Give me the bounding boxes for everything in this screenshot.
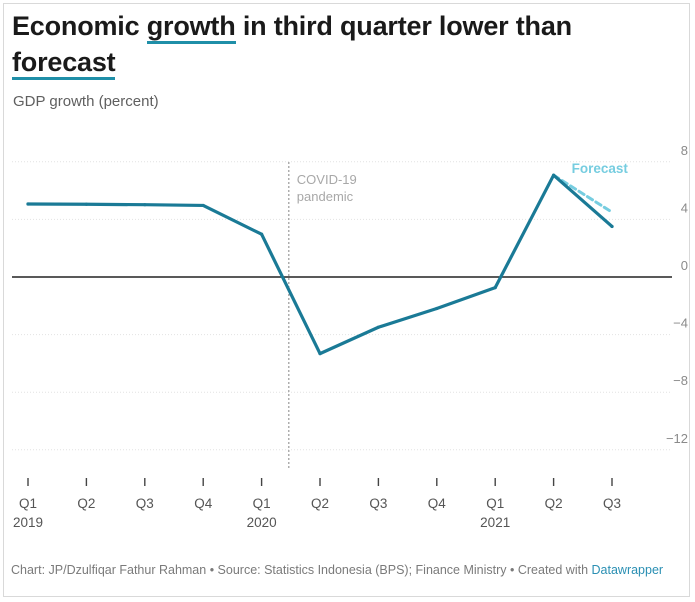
x-tick-label: Q2 bbox=[77, 496, 95, 511]
x-tick-label: Q1 bbox=[19, 496, 37, 511]
data-point bbox=[26, 202, 30, 206]
x-tick-label: Q1 bbox=[253, 496, 271, 511]
x-year-label: 2019 bbox=[13, 515, 43, 530]
x-tick-label: Q3 bbox=[603, 496, 621, 511]
y-tick-label: −12 bbox=[666, 431, 688, 446]
title-highlight-forecast: forecast bbox=[12, 47, 116, 80]
data-point bbox=[493, 286, 497, 290]
data-point bbox=[435, 306, 439, 311]
forecast-label: Forecast bbox=[572, 161, 629, 176]
footer-credit: Chart: JP/Dzulfiqar Fathur Rahman • Sour… bbox=[11, 563, 592, 577]
forecast-line bbox=[552, 173, 614, 214]
title-part-2: in third quarter lower than bbox=[235, 11, 572, 41]
y-tick-label: 0 bbox=[681, 258, 688, 273]
x-year-label: 2021 bbox=[480, 515, 510, 530]
title-highlight-growth: growth bbox=[146, 11, 236, 44]
x-tick-label: Q2 bbox=[311, 496, 329, 511]
data-point bbox=[201, 203, 205, 208]
data-point bbox=[318, 352, 322, 356]
data-point bbox=[260, 232, 264, 236]
data-point bbox=[143, 203, 147, 207]
covid-annotation-label: pandemic bbox=[297, 189, 354, 204]
chart-title: Economic growth in third quarter lower t… bbox=[12, 8, 652, 80]
chart-footer: Chart: JP/Dzulfiqar Fathur Rahman • Sour… bbox=[11, 562, 686, 579]
data-point bbox=[84, 202, 88, 206]
x-tick-label: Q2 bbox=[545, 496, 563, 511]
data-point bbox=[610, 224, 614, 229]
x-year-label: 2020 bbox=[247, 515, 277, 530]
x-tick-label: Q4 bbox=[428, 496, 447, 511]
y-tick-label: 4 bbox=[681, 200, 688, 215]
data-point bbox=[376, 325, 380, 329]
y-tick-label: −4 bbox=[673, 316, 688, 331]
chart-subtitle: GDP growth (percent) bbox=[13, 93, 159, 110]
y-tick-label: 8 bbox=[681, 143, 688, 158]
chart-frame bbox=[3, 3, 690, 597]
x-tick-label: Q4 bbox=[194, 496, 213, 511]
x-tick-label: Q1 bbox=[486, 496, 504, 511]
covid-annotation-label: COVID-19 bbox=[297, 172, 357, 187]
data-point bbox=[552, 173, 556, 177]
x-tick-label: Q3 bbox=[136, 496, 154, 511]
y-tick-label: −8 bbox=[673, 373, 688, 388]
title-part-1: Economic bbox=[12, 11, 147, 41]
x-tick-label: Q3 bbox=[369, 496, 387, 511]
datawrapper-link[interactable]: Datawrapper bbox=[591, 563, 664, 577]
